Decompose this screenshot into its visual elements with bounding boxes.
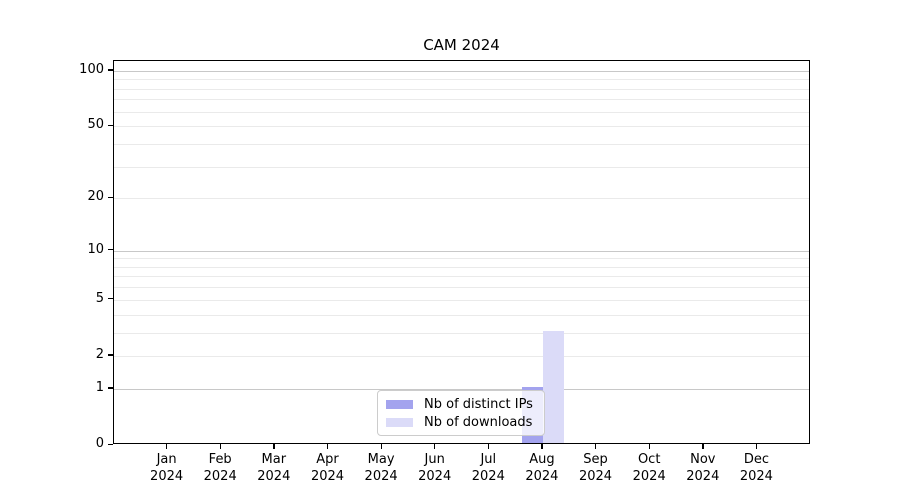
chart-title: CAM 2024 bbox=[423, 36, 500, 54]
x-tick-label-aug: Aug 2024 bbox=[512, 451, 572, 485]
x-tick-label-jan: Jan 2024 bbox=[137, 451, 197, 485]
x-tick-year: 2024 bbox=[578, 469, 613, 484]
x-tick-month: Jun bbox=[424, 452, 445, 467]
y-gridline-minor bbox=[114, 266, 809, 268]
x-tick-label-may: May 2024 bbox=[351, 451, 411, 485]
y-tick-mark bbox=[108, 387, 113, 389]
y-gridline-minor bbox=[114, 276, 809, 278]
x-tick-month: Sep bbox=[583, 452, 608, 467]
legend-label-distinct-ips: Nb of distinct IPs bbox=[424, 396, 533, 412]
x-tick-year: 2024 bbox=[150, 469, 184, 484]
y-tick-mark bbox=[108, 249, 113, 251]
x-tick-mark bbox=[702, 444, 704, 449]
y-gridline-major bbox=[114, 250, 809, 252]
x-tick-label-jul: Jul 2024 bbox=[458, 451, 518, 485]
legend-label-downloads: Nb of downloads bbox=[424, 414, 533, 430]
x-tick-year: 2024 bbox=[203, 469, 237, 484]
y-gridline-minor bbox=[114, 355, 809, 357]
y-tick-mark bbox=[108, 354, 113, 356]
y-gridline-minor bbox=[114, 79, 809, 81]
x-tick-mark bbox=[487, 444, 490, 449]
x-tick-label-sep: Sep 2024 bbox=[566, 451, 626, 485]
y-tick-mark bbox=[108, 69, 113, 71]
y-tick-label: 5 bbox=[95, 290, 104, 306]
x-tick-year: 2024 bbox=[632, 469, 666, 484]
y-gridline-minor bbox=[114, 166, 809, 168]
y-tick-mark bbox=[108, 298, 113, 300]
x-tick-month: Mar bbox=[261, 452, 287, 467]
y-gridline-minor bbox=[114, 126, 809, 128]
x-tick-label-feb: Feb 2024 bbox=[190, 451, 250, 485]
x-tick-mark bbox=[273, 444, 275, 449]
x-tick-year: 2024 bbox=[686, 469, 720, 484]
y-gridline-minor bbox=[114, 88, 809, 90]
y-gridline-minor bbox=[114, 198, 809, 200]
x-tick-year: 2024 bbox=[418, 469, 452, 484]
x-tick-mark bbox=[380, 444, 382, 449]
x-tick-label-jun: Jun 2024 bbox=[405, 451, 465, 485]
x-tick-year: 2024 bbox=[364, 469, 398, 484]
x-tick-mark bbox=[434, 444, 436, 449]
x-tick-month: May bbox=[367, 452, 395, 467]
x-tick-month: Jul bbox=[480, 452, 497, 467]
bar-aug-downloads bbox=[542, 330, 565, 443]
x-tick-mark bbox=[541, 444, 543, 449]
y-gridline-minor bbox=[114, 332, 809, 334]
y-tick-mark bbox=[108, 443, 113, 445]
x-tick-year: 2024 bbox=[257, 469, 291, 484]
x-tick-mark bbox=[648, 444, 650, 449]
y-gridline-minor bbox=[114, 314, 809, 316]
y-tick-label: 20 bbox=[87, 189, 104, 205]
y-tick-label: 1 bbox=[95, 379, 104, 395]
x-tick-month: Feb bbox=[208, 452, 232, 467]
y-tick-label: 50 bbox=[87, 117, 104, 133]
x-tick-month: Dec bbox=[743, 452, 769, 467]
x-tick-label-mar: Mar 2024 bbox=[244, 451, 304, 485]
x-tick-label-nov: Nov 2024 bbox=[673, 451, 733, 485]
y-gridline-minor bbox=[114, 99, 809, 101]
x-tick-month: Jan bbox=[156, 452, 177, 467]
x-tick-year: 2024 bbox=[525, 469, 559, 484]
y-tick-mark bbox=[108, 196, 113, 198]
legend-swatch-downloads bbox=[386, 417, 413, 427]
x-tick-label-dec: Dec 2024 bbox=[726, 451, 786, 485]
x-tick-year: 2024 bbox=[739, 469, 773, 484]
y-tick-mark bbox=[108, 124, 113, 126]
legend-item-downloads: Nb of downloads bbox=[386, 413, 536, 431]
x-tick-year: 2024 bbox=[310, 469, 345, 484]
legend-item-distinct-ips: Nb of distinct IPs bbox=[386, 395, 536, 413]
y-gridline-major bbox=[114, 388, 809, 390]
legend-swatch-distinct-ips bbox=[386, 399, 413, 409]
y-gridline-minor bbox=[114, 287, 809, 289]
y-tick-label: 10 bbox=[87, 241, 104, 257]
y-gridline-minor bbox=[114, 143, 809, 145]
x-tick-month: Oct bbox=[637, 452, 661, 467]
y-tick-label: 0 bbox=[95, 436, 104, 451]
x-tick-mark bbox=[166, 444, 168, 449]
y-gridline-minor bbox=[114, 258, 809, 260]
y-gridline-minor bbox=[114, 111, 809, 113]
x-tick-month: Apr bbox=[316, 452, 339, 467]
x-tick-month: Nov bbox=[690, 452, 716, 467]
y-gridline-major bbox=[114, 70, 809, 72]
x-tick-mark bbox=[595, 444, 597, 449]
plot-area bbox=[113, 60, 810, 444]
x-tick-mark bbox=[755, 444, 758, 449]
x-tick-label-apr: Apr 2024 bbox=[298, 451, 358, 485]
legend: Nb of distinct IPs Nb of downloads bbox=[377, 390, 545, 436]
x-tick-year: 2024 bbox=[471, 469, 505, 484]
y-gridline-minor bbox=[114, 299, 809, 301]
x-tick-mark bbox=[327, 444, 329, 449]
x-tick-mark bbox=[219, 444, 221, 449]
y-tick-label: 2 bbox=[95, 346, 104, 362]
x-tick-month: Aug bbox=[529, 452, 555, 467]
y-tick-label: 100 bbox=[79, 61, 104, 77]
x-tick-label-oct: Oct 2024 bbox=[619, 451, 679, 485]
